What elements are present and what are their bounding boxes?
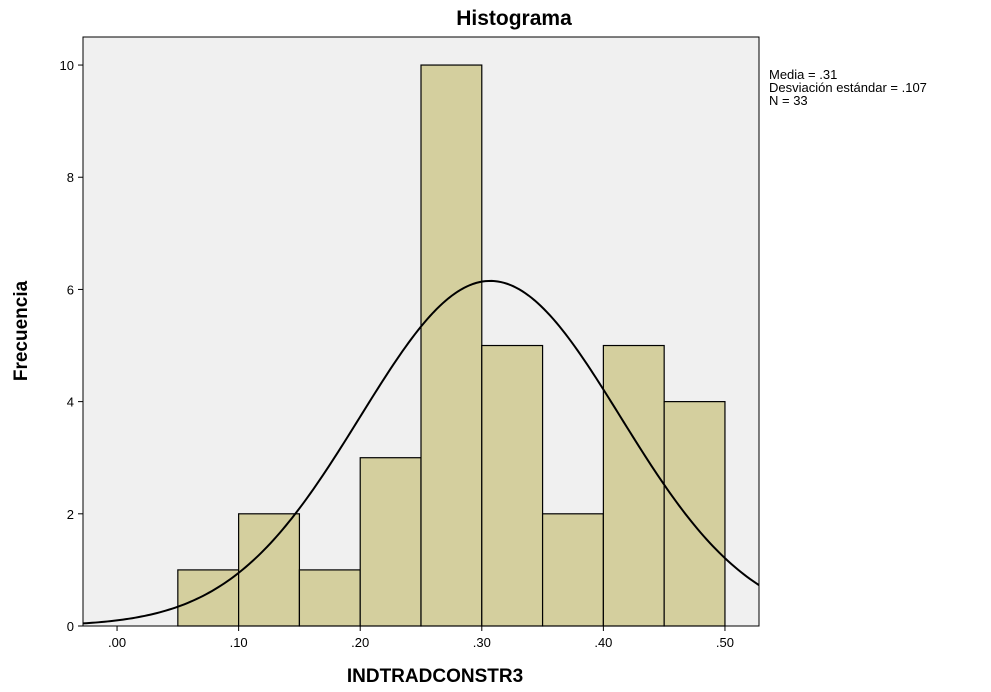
histogram-bar-3	[298, 569, 361, 627]
stats-mean: Media = .31	[769, 67, 837, 82]
stats-std-dev: Desviación estándar = .107	[769, 80, 927, 95]
histogram-bar-6	[481, 344, 544, 627]
normal-curve	[82, 279, 760, 625]
histogram-bar-1	[177, 569, 240, 627]
y-tick-label: 6	[67, 282, 74, 297]
x-tick-label: .40	[594, 635, 612, 650]
histogram-bar-2	[238, 513, 301, 627]
x-tick-label: .50	[716, 635, 734, 650]
x-axis-label: INDTRADCONSTR3	[347, 666, 523, 687]
x-axis: .00 .10 .20 .30 .40 .50	[108, 626, 734, 650]
histogram-bar-5	[420, 64, 483, 627]
y-tick-label: 2	[67, 507, 74, 522]
y-tick-label: 0	[67, 619, 74, 634]
y-axis: 0 2 4 6 8 10	[60, 58, 83, 634]
y-tick-label: 4	[67, 395, 74, 410]
chart-title: Histograma	[456, 7, 572, 30]
x-tick-label: .20	[351, 635, 369, 650]
y-axis-label: Frecuencia	[11, 280, 32, 381]
plot-frame	[82, 36, 760, 627]
histogram-bar-4	[359, 457, 422, 627]
histogram-bar-9	[663, 401, 726, 627]
x-tick-label: .30	[473, 635, 491, 650]
y-tick-label: 8	[67, 170, 74, 185]
stats-n: N = 33	[769, 93, 808, 108]
x-tick-label: .10	[230, 635, 248, 650]
x-tick-label: .00	[108, 635, 126, 650]
y-tick-label: 10	[60, 58, 74, 73]
histogram-bar-8	[602, 344, 665, 627]
histogram-bar-7	[541, 513, 604, 627]
